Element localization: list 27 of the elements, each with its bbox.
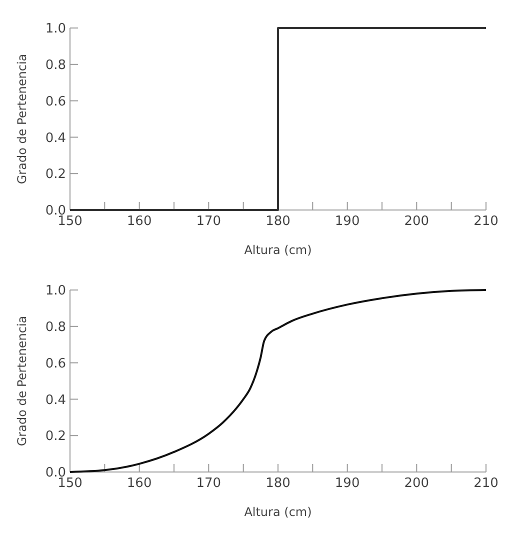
y-tick-label: 0.4 (45, 392, 66, 408)
x-tick-label: 190 (334, 476, 360, 491)
x-tick-label: 160 (126, 476, 152, 491)
y-tick-label: 0.2 (45, 167, 66, 182)
y-tick-label: 1.0 (45, 284, 66, 299)
y-tick-label: 1.0 (45, 22, 66, 37)
x-tick-label: 200 (404, 214, 430, 229)
line-series (69, 289, 487, 473)
x-tick-label: 170 (196, 214, 222, 229)
y-tick-label: 0.8 (45, 58, 66, 73)
x-tick-label: 160 (126, 214, 152, 229)
x-tick-label: 210 (474, 476, 498, 491)
x-tick-label: 180 (266, 476, 290, 491)
x-tick-label: 180 (266, 214, 290, 229)
y-tick-label: 0.6 (45, 356, 66, 372)
y-tick-label: 0.2 (45, 429, 66, 444)
x-tick-label: 190 (334, 214, 360, 229)
x-tick-label: 170 (196, 476, 222, 491)
y-axis-title: Grado de Pertenencia (15, 54, 29, 184)
y-tick-label: 0.4 (45, 130, 66, 146)
x-tick-label: 200 (404, 476, 430, 491)
y-axis-title: Grado de Pertenencia (15, 316, 29, 446)
y-tick-label: 0.8 (45, 320, 66, 335)
x-axis-title: Altura (cm) (244, 505, 312, 519)
x-axis-title: Altura (cm) (244, 243, 312, 257)
y-tick-label: 0.6 (45, 94, 66, 110)
x-tick-label: 210 (474, 214, 498, 229)
